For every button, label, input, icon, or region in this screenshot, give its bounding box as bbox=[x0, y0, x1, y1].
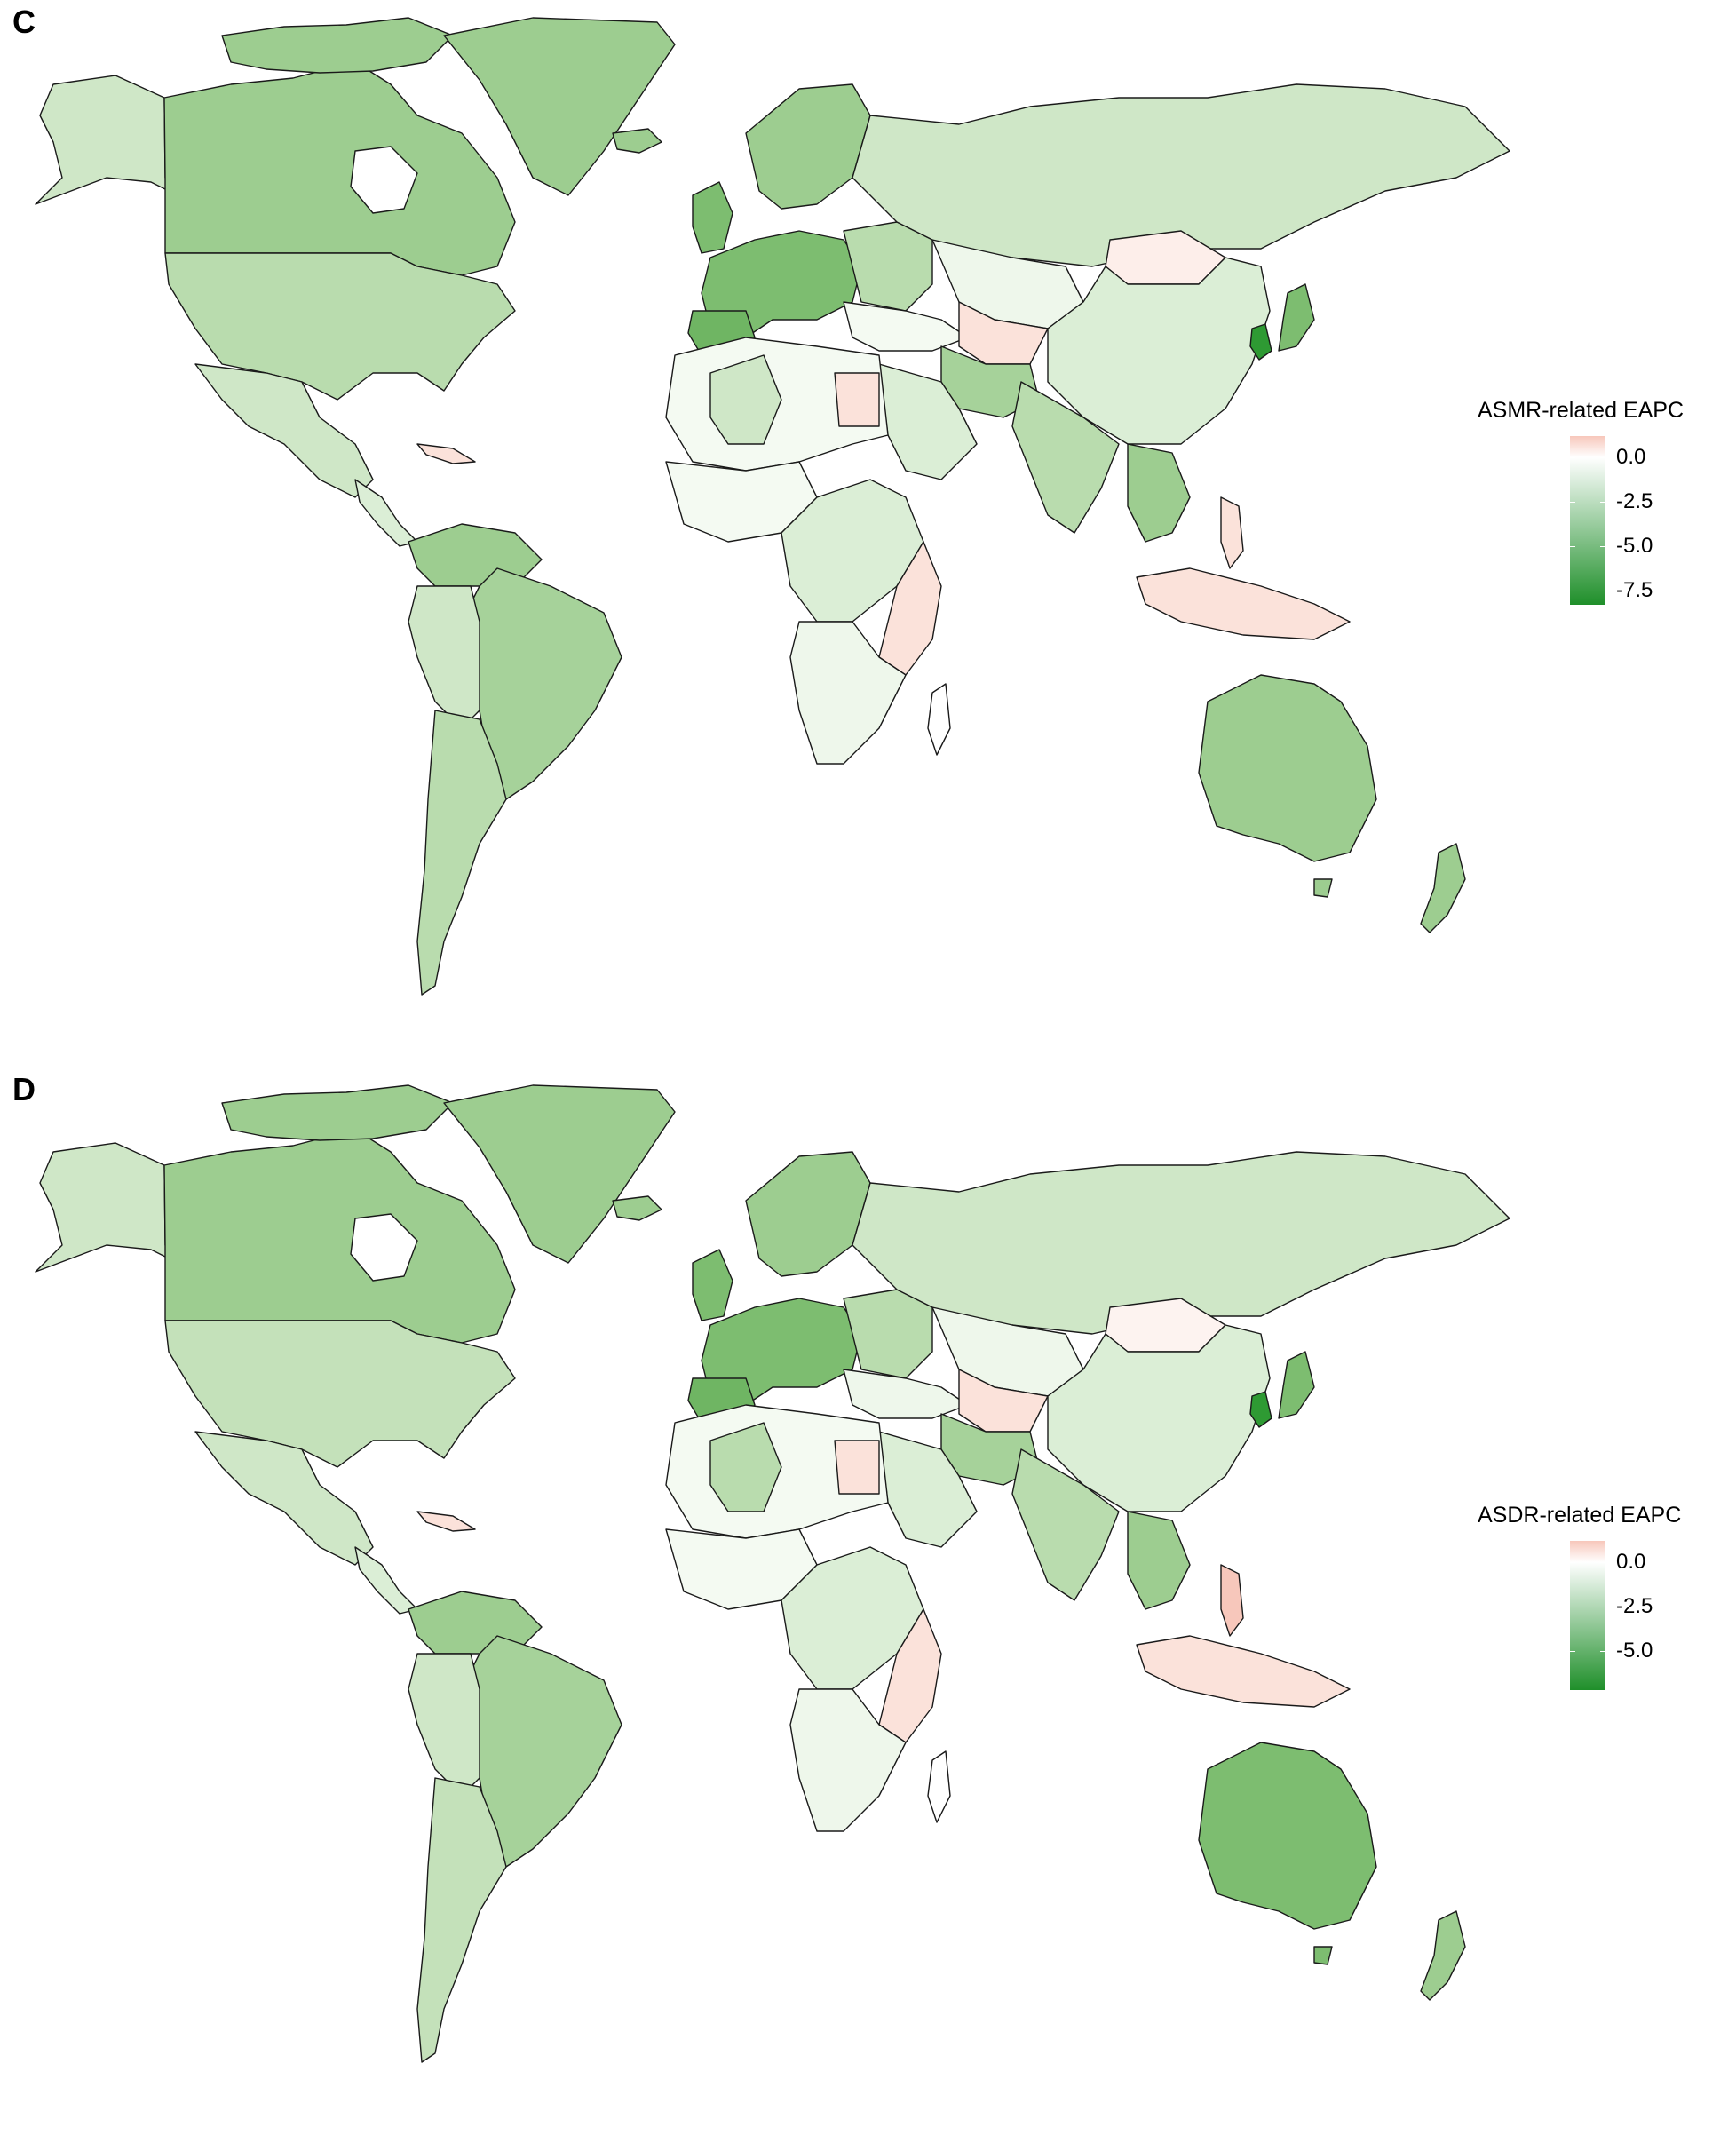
region-madagascar bbox=[927, 683, 951, 756]
region-central-america bbox=[354, 1546, 418, 1615]
region-alaska bbox=[35, 1142, 187, 1273]
world-map bbox=[35, 17, 1510, 996]
region-caribbean bbox=[416, 443, 476, 464]
region-indonesia bbox=[1136, 1635, 1351, 1708]
region-australia bbox=[1198, 674, 1377, 862]
region-scandinavia bbox=[745, 83, 871, 210]
region-greenland bbox=[443, 17, 676, 196]
region-arabia bbox=[878, 363, 978, 480]
region-usa bbox=[164, 1320, 516, 1468]
region-eastern-europe bbox=[843, 221, 933, 312]
region-se-asia bbox=[1127, 443, 1191, 543]
region-caribbean bbox=[416, 1511, 476, 1532]
region-southern-africa bbox=[789, 1688, 907, 1832]
legend-tick-label: -5.0 bbox=[1616, 534, 1653, 558]
region-balkans-turkey bbox=[843, 1369, 969, 1419]
region-uk-ireland bbox=[692, 181, 733, 254]
region-china bbox=[1047, 1324, 1271, 1512]
region-arctic-islands bbox=[221, 17, 454, 74]
region-new-zealand bbox=[1420, 1910, 1466, 2001]
region-se-asia bbox=[1127, 1511, 1191, 1610]
region-usa bbox=[164, 252, 516, 401]
map-land bbox=[35, 1084, 1510, 2063]
region-philippines bbox=[1220, 496, 1244, 569]
colorbar bbox=[1570, 1541, 1605, 1690]
map-land bbox=[35, 17, 1510, 996]
region-egypt bbox=[834, 372, 880, 427]
region-india bbox=[1011, 1448, 1120, 1601]
legend-tick-label: -2.5 bbox=[1616, 489, 1653, 513]
legend-tick-label: 0.0 bbox=[1616, 445, 1646, 469]
region-eastern-europe bbox=[843, 1289, 933, 1379]
region-peru-bolivia bbox=[408, 585, 480, 729]
legend: ASMR-related EAPC 0.0 -2.5 -5.0 -7.5 bbox=[1476, 398, 1733, 605]
region-china bbox=[1047, 257, 1271, 445]
panel-letter: D bbox=[12, 1071, 36, 1107]
region-argentina-chile bbox=[416, 1777, 507, 2063]
panel-c: C bbox=[12, 4, 1733, 996]
region-japan bbox=[1278, 283, 1315, 352]
legend-tick-label: -2.5 bbox=[1616, 1594, 1653, 1618]
region-japan bbox=[1278, 1351, 1315, 1419]
region-central-america bbox=[354, 479, 418, 547]
region-greenland bbox=[443, 1084, 676, 1264]
region-indonesia bbox=[1136, 567, 1351, 640]
legend: ASDR-related EAPC 0.0 -2.5 -5.0 bbox=[1476, 1503, 1733, 1690]
legend-tick-label: -5.0 bbox=[1616, 1639, 1653, 1663]
region-algeria bbox=[709, 354, 782, 445]
legend-title: ASDR-related EAPC bbox=[1478, 1503, 1682, 1528]
region-canada bbox=[163, 1129, 516, 1344]
panel-letter: C bbox=[12, 4, 36, 40]
hudson-bay bbox=[350, 146, 418, 214]
region-korea bbox=[1249, 323, 1272, 361]
region-uk-ireland bbox=[692, 1249, 733, 1321]
legend-tick-label: -7.5 bbox=[1616, 578, 1653, 602]
region-algeria bbox=[709, 1422, 782, 1512]
region-iceland bbox=[612, 1195, 662, 1221]
region-iceland bbox=[612, 128, 662, 154]
region-canada bbox=[163, 61, 516, 276]
region-new-zealand bbox=[1420, 843, 1466, 933]
legend-tick-label: 0.0 bbox=[1616, 1550, 1646, 1574]
region-alaska bbox=[35, 75, 187, 205]
region-philippines bbox=[1220, 1564, 1244, 1637]
region-tasmania bbox=[1313, 878, 1333, 898]
hudson-bay bbox=[350, 1213, 418, 1282]
region-argentina-chile bbox=[416, 710, 507, 996]
colorbar bbox=[1570, 436, 1605, 605]
legend-body: 0.0 -2.5 -5.0 -7.5 bbox=[1476, 436, 1733, 605]
region-egypt bbox=[834, 1440, 880, 1495]
panel-d: D bbox=[0, 1068, 1736, 2135]
region-southern-africa bbox=[789, 621, 907, 765]
region-tasmania bbox=[1313, 1946, 1333, 1965]
region-korea bbox=[1249, 1391, 1272, 1428]
region-arabia bbox=[878, 1431, 978, 1548]
world-map bbox=[35, 1084, 1510, 2063]
region-madagascar bbox=[927, 1750, 951, 1823]
region-india bbox=[1011, 381, 1120, 534]
region-australia bbox=[1198, 1742, 1377, 1930]
region-arctic-islands bbox=[221, 1084, 454, 1141]
region-balkans-turkey bbox=[843, 301, 969, 352]
legend-title: ASMR-related EAPC bbox=[1478, 398, 1684, 423]
region-scandinavia bbox=[745, 1151, 871, 1277]
legend-body: 0.0 -2.5 -5.0 bbox=[1476, 1541, 1733, 1690]
region-peru-bolivia bbox=[408, 1653, 480, 1797]
